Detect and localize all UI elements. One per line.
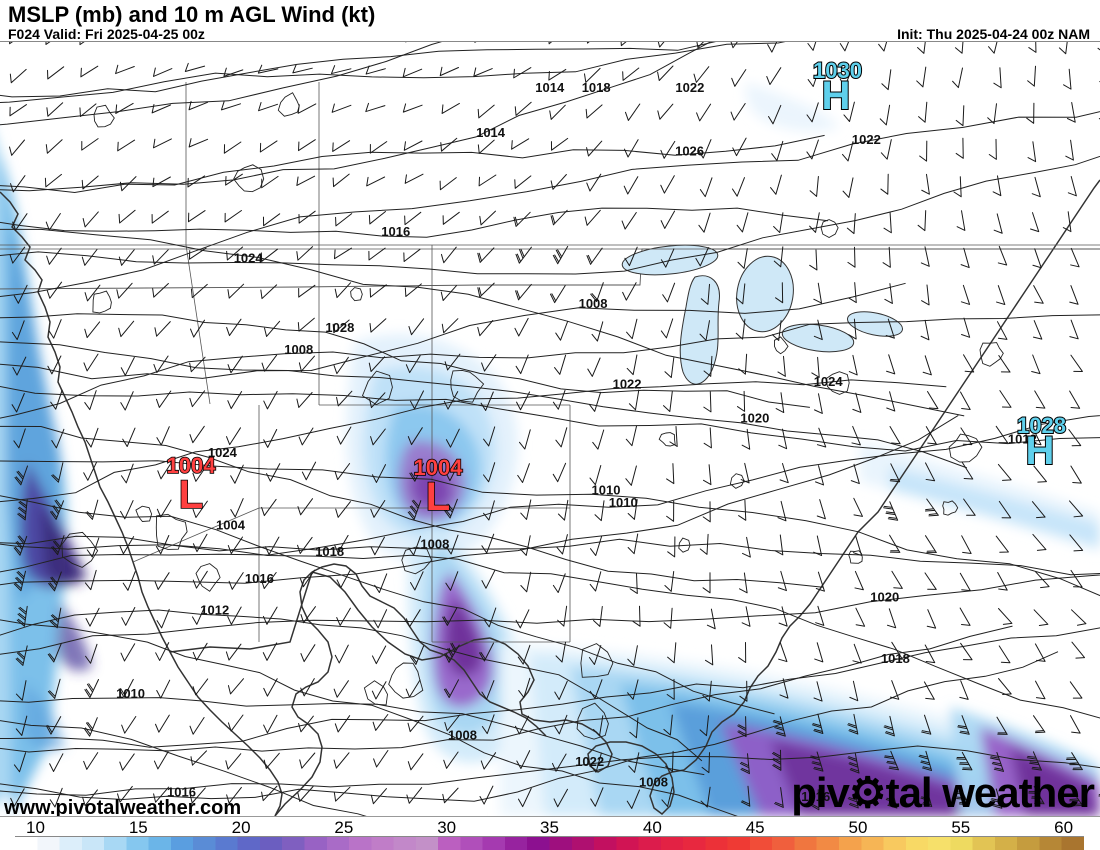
svg-text:1018: 1018 — [881, 651, 910, 666]
svg-text:1018: 1018 — [582, 80, 611, 95]
svg-text:1010: 1010 — [592, 482, 621, 497]
svg-text:1022: 1022 — [675, 80, 704, 95]
svg-text:1022: 1022 — [613, 377, 642, 392]
svg-text:1004: 1004 — [216, 518, 246, 533]
svg-text:1014: 1014 — [535, 80, 565, 95]
svg-text:1026: 1026 — [675, 143, 704, 158]
svg-text:1010: 1010 — [609, 495, 638, 510]
svg-text:1008: 1008 — [448, 728, 477, 743]
svg-text:1016: 1016 — [381, 224, 410, 239]
svg-text:1014: 1014 — [476, 125, 506, 140]
svg-text:1022: 1022 — [575, 754, 604, 769]
svg-text:1010: 1010 — [116, 686, 145, 701]
svg-text:1020: 1020 — [870, 590, 899, 605]
svg-text:1008: 1008 — [420, 537, 449, 552]
svg-text:1022: 1022 — [852, 132, 881, 147]
svg-text:1028: 1028 — [325, 320, 354, 335]
svg-text:1016: 1016 — [245, 571, 274, 586]
svg-text:1024: 1024 — [234, 251, 264, 266]
svg-text:1018: 1018 — [315, 544, 344, 559]
svg-text:1020: 1020 — [740, 411, 769, 426]
svg-text:1012: 1012 — [200, 602, 229, 617]
svg-text:1008: 1008 — [284, 342, 313, 357]
svg-text:1008: 1008 — [579, 296, 608, 311]
svg-text:1024: 1024 — [814, 374, 844, 389]
svg-text:1008: 1008 — [639, 775, 668, 790]
